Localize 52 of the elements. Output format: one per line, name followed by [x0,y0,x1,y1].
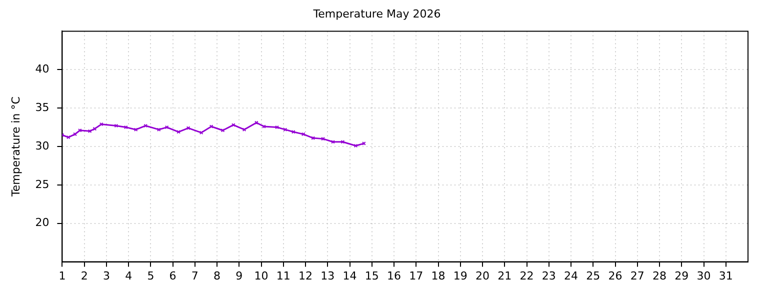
point [354,144,358,148]
x-tick-label: 19 [453,269,468,282]
point [114,124,118,128]
point [144,124,148,128]
point [199,130,204,135]
x-tick-label: 1 [58,269,66,282]
x-tick-label: 28 [652,269,667,282]
x-tick-label: 25 [586,269,600,282]
x-tick-label: 7 [191,269,198,282]
x-tick-label: 13 [320,269,335,282]
point [340,140,345,144]
x-tick-label: 26 [608,269,622,282]
x-tick-label: 15 [364,269,379,282]
chart-title: Temperature May 2026 [312,7,441,20]
x-tick-label: 14 [342,269,357,282]
x-tick-label: 6 [169,269,176,282]
x-tick-label: 16 [387,269,402,282]
point [99,122,104,126]
x-tick-label: 3 [102,269,110,282]
point [220,128,225,132]
x-tick-label: 8 [214,269,221,282]
x-tick-label: 4 [125,269,132,282]
x-tick-label: 18 [431,269,446,282]
x-tick-label: 30 [696,269,711,282]
x-tick-label: 27 [630,269,644,282]
x-tick-label: 24 [564,269,578,282]
point [301,132,306,136]
y-axis-title: Temperature in °C [9,96,22,198]
x-tick-label: 2 [80,269,88,282]
x-tick-label: 11 [276,269,290,282]
point [209,124,214,128]
x-tick-label: 17 [409,269,424,282]
y-tick-label: 35 [35,100,50,114]
x-tick-label: 5 [147,269,154,282]
y-tick-label: 40 [35,62,50,76]
x-tick-label: 12 [298,269,313,282]
point [66,135,70,140]
point [124,125,128,130]
x-tick-label: 21 [498,269,512,282]
x-tick-label: 22 [520,269,534,282]
point [92,126,97,131]
x-tick-label: 10 [254,269,268,282]
y-tick-label: 30 [35,139,50,152]
y-tick-label: 20 [35,216,50,230]
x-tick-label: 9 [236,269,243,282]
point [242,128,246,132]
x-tick-label: 20 [476,269,490,282]
x-tick-label: 23 [542,269,556,282]
x-tick-label: 31 [718,269,733,282]
point [164,125,169,130]
y-tick-label: 25 [35,178,50,191]
x-tick-label: 29 [674,269,689,282]
